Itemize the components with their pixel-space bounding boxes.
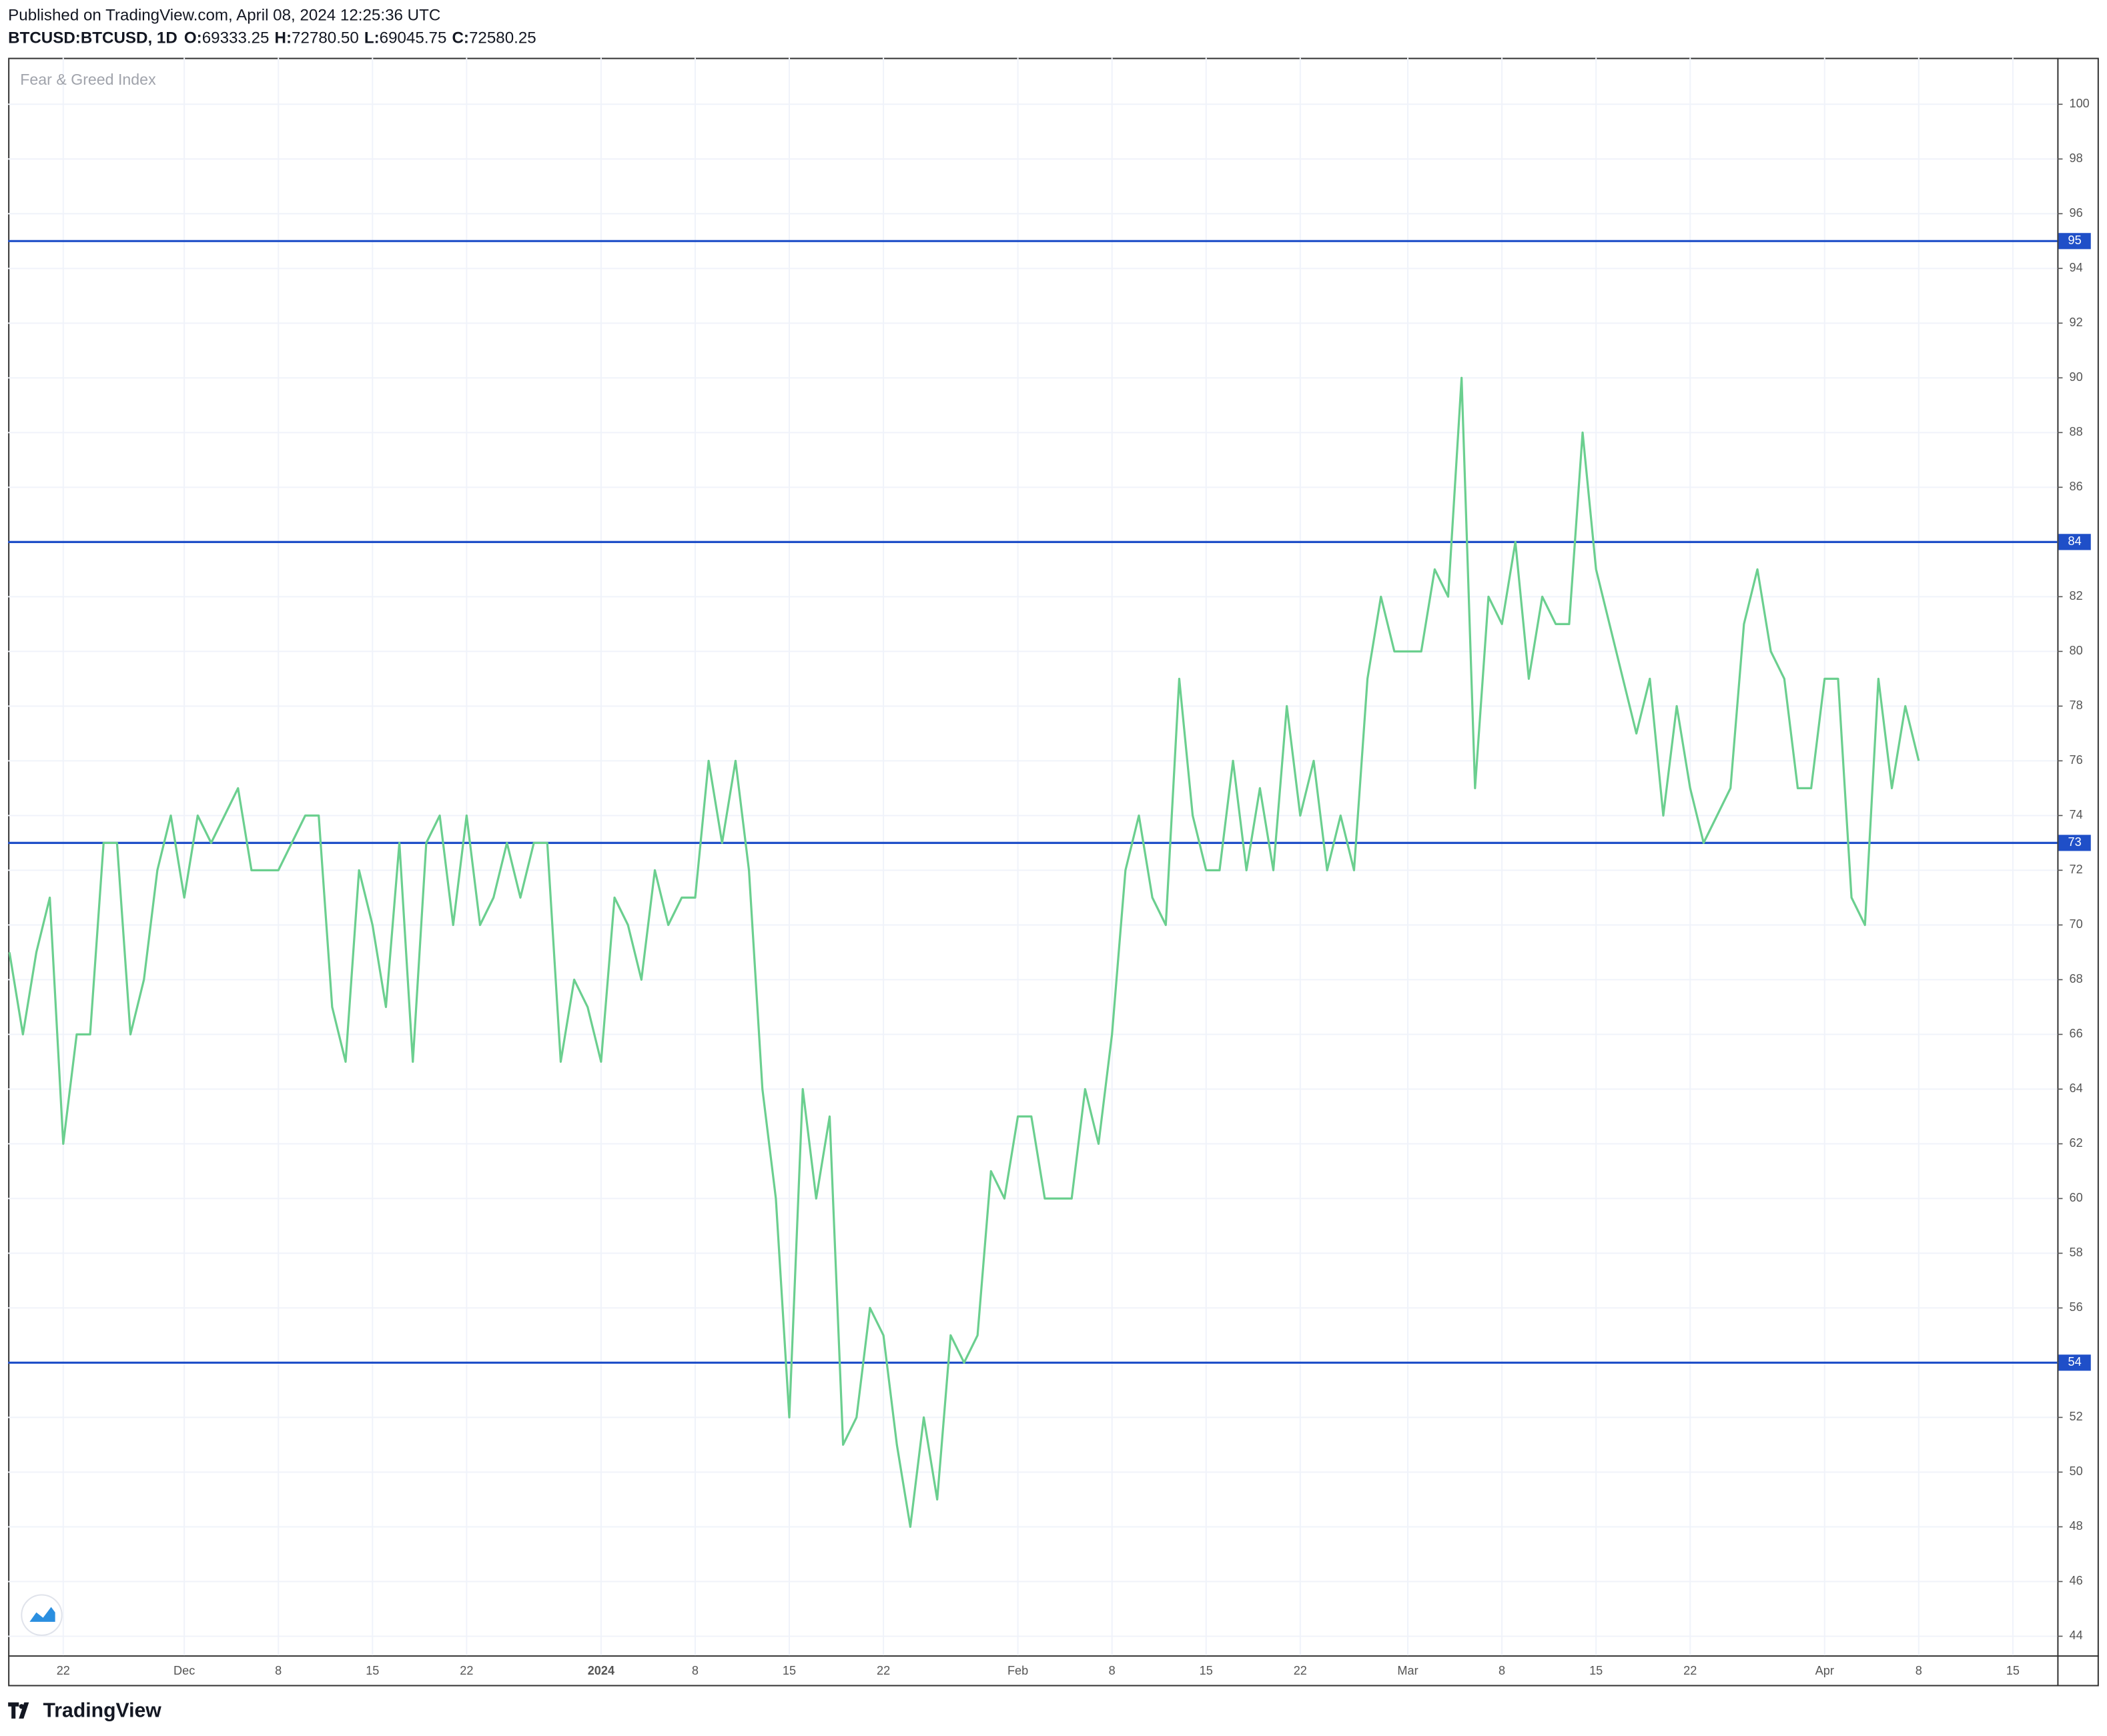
y-tick-label: 44 — [2070, 1629, 2083, 1642]
logo-button[interactable] — [21, 1594, 63, 1636]
symbol: BTCUSD:BTCUSD, 1D — [8, 29, 177, 47]
ohlc-label: H: — [275, 29, 292, 47]
level-badge-label: 73 — [2068, 835, 2082, 849]
brand-icon-dot — [19, 1704, 24, 1709]
ohlc-value: 69045.75 — [380, 29, 447, 47]
x-tick-label: 22 — [460, 1664, 473, 1677]
x-tick-label: 15 — [1589, 1664, 1603, 1677]
y-tick-label: 94 — [2070, 261, 2083, 274]
y-tick-label: 82 — [2070, 589, 2083, 602]
ohlc-value: 69333.25 — [202, 29, 270, 47]
y-tick-label: 90 — [2070, 370, 2083, 384]
x-tick-label: Dec — [173, 1664, 195, 1677]
x-tick-label: 8 — [692, 1664, 699, 1677]
logo-icon — [29, 1607, 55, 1622]
x-tick-label: Feb — [1007, 1664, 1028, 1677]
x-tick-label: 22 — [877, 1664, 890, 1677]
level-badge — [2058, 1354, 2091, 1371]
brand-name: TradingView — [43, 1700, 162, 1722]
y-tick-label: 80 — [2070, 644, 2083, 657]
y-tick-label: 64 — [2070, 1081, 2083, 1095]
ohlc-value: 72780.50 — [292, 29, 359, 47]
indicator-title: Fear & Greed Index — [20, 71, 156, 88]
plot-area — [8, 57, 2058, 1656]
x-tick-label: Mar — [1397, 1664, 1418, 1677]
series-line — [8, 376, 1920, 1529]
y-tick-label: 50 — [2070, 1464, 2083, 1478]
chart-logo-button[interactable] — [21, 1594, 63, 1636]
level-badge-label: 95 — [2068, 234, 2082, 247]
chart-frame — [8, 57, 2099, 1687]
y-tick-label: 58 — [2070, 1246, 2083, 1259]
y-tick-label: 78 — [2070, 699, 2083, 712]
ohlc-label: O: — [184, 29, 202, 47]
x-tick-label: 15 — [1200, 1664, 1213, 1677]
ohlc-label: C: — [452, 29, 469, 47]
y-tick-label: 52 — [2070, 1410, 2083, 1423]
y-tick-label: 92 — [2070, 316, 2083, 329]
x-tick-label: 15 — [783, 1664, 796, 1677]
y-tick-label: 70 — [2070, 917, 2083, 931]
level-badge-label: 84 — [2068, 534, 2082, 548]
brand-logo — [8, 1702, 29, 1719]
x-tick-label: Apr — [1815, 1664, 1834, 1677]
ohlc-label: L: — [364, 29, 380, 47]
level-badge — [2058, 233, 2091, 250]
level-badge — [2058, 835, 2091, 851]
x-tick-label: 22 — [57, 1664, 70, 1677]
y-tick-label: 100 — [2070, 97, 2090, 110]
level-badge — [2058, 534, 2091, 550]
y-tick-label: 48 — [2070, 1519, 2083, 1533]
y-tick-label: 98 — [2070, 151, 2083, 165]
x-tick-label: 22 — [1294, 1664, 1307, 1677]
y-tick-label: 96 — [2070, 206, 2083, 220]
x-tick-label: 22 — [1683, 1664, 1697, 1677]
x-tick-label: 15 — [2006, 1664, 2020, 1677]
x-tick-label: 8 — [1109, 1664, 1116, 1677]
ohlc-value: 72580.25 — [469, 29, 536, 47]
y-tick-label: 60 — [2070, 1191, 2083, 1204]
y-tick-label: 56 — [2070, 1300, 2083, 1314]
y-tick-label: 66 — [2070, 1027, 2083, 1040]
x-tick-label: 15 — [366, 1664, 379, 1677]
y-tick-label: 74 — [2070, 808, 2083, 821]
level-badge-label: 54 — [2068, 1355, 2082, 1368]
x-tick-label: 2024 — [588, 1664, 614, 1677]
y-tick-label: 62 — [2070, 1136, 2083, 1150]
y-tick-label: 76 — [2070, 753, 2083, 767]
y-tick-label: 86 — [2070, 480, 2083, 493]
published-line: Published on TradingView.com, April 08, … — [8, 7, 440, 25]
x-tick-label: 8 — [1499, 1664, 1505, 1677]
x-tick-label: 8 — [275, 1664, 282, 1677]
symbol-line: BTCUSD:BTCUSD, 1D O:69333.25 H:72780.50 L:6… — [8, 29, 536, 47]
y-tick-label: 72 — [2070, 863, 2083, 876]
y-tick-label: 88 — [2070, 425, 2083, 438]
y-tick-label: 46 — [2070, 1574, 2083, 1587]
y-tick-label: 68 — [2070, 972, 2083, 985]
x-tick-label: 8 — [1916, 1664, 1922, 1677]
